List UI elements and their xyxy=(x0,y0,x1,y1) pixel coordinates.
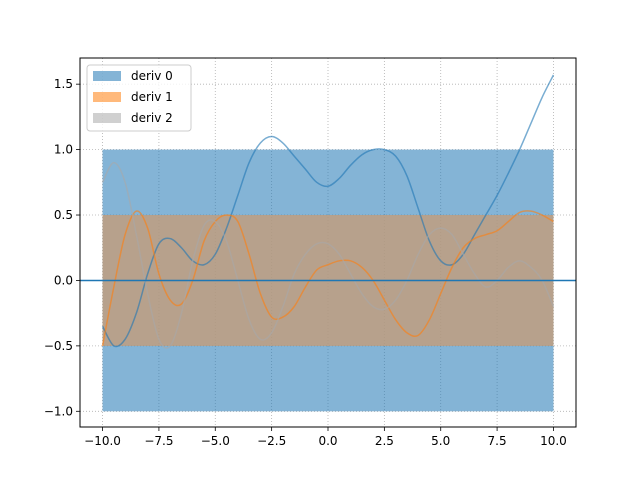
x-tick-label-3: −2.5 xyxy=(257,434,286,448)
legend-label-deriv-0: deriv 0 xyxy=(131,69,173,83)
y-tick-label-4: 1.0 xyxy=(54,143,73,157)
x-tick-label-2: −5.0 xyxy=(201,434,230,448)
x-tick-label-7: 7.5 xyxy=(488,434,507,448)
legend-swatch-deriv-2 xyxy=(93,113,121,123)
x-tick-label-8: 10.0 xyxy=(540,434,567,448)
legend-label-deriv-2: deriv 2 xyxy=(131,111,173,125)
x-tick-label-4: 0.0 xyxy=(318,434,337,448)
y-tick-label-0: −1.0 xyxy=(44,404,73,418)
y-axis-ticks: −1.0 −0.5 0.0 0.5 1.0 1.5 xyxy=(44,77,80,418)
legend: deriv 0 deriv 1 deriv 2 xyxy=(86,64,192,132)
x-tick-label-0: −10.0 xyxy=(84,434,121,448)
series-line-deriv-1 xyxy=(101,210,554,347)
x-tick-label-6: 5.0 xyxy=(431,434,450,448)
plot-area xyxy=(79,57,577,428)
legend-swatch-deriv-0 xyxy=(93,71,121,81)
series-line-deriv-2 xyxy=(101,161,555,349)
legend-label-deriv-1: deriv 1 xyxy=(131,90,173,104)
x-tick-label-1: −7.5 xyxy=(144,434,173,448)
y-tick-label-3: 0.5 xyxy=(54,208,73,222)
legend-swatch-deriv-1 xyxy=(93,92,121,102)
y-tick-label-5: 1.5 xyxy=(54,77,73,91)
x-axis-ticks: −10.0 −7.5 −5.0 −2.5 0.0 2.5 5.0 7.5 10.0 xyxy=(84,427,567,448)
series-line-deriv-0 xyxy=(101,74,555,348)
x-tick-label-5: 2.5 xyxy=(375,434,394,448)
y-tick-label-1: −0.5 xyxy=(44,339,73,353)
series-lines xyxy=(101,74,555,349)
legend-entries: deriv 0 deriv 1 deriv 2 xyxy=(93,69,173,125)
y-tick-label-2: 0.0 xyxy=(54,273,73,287)
